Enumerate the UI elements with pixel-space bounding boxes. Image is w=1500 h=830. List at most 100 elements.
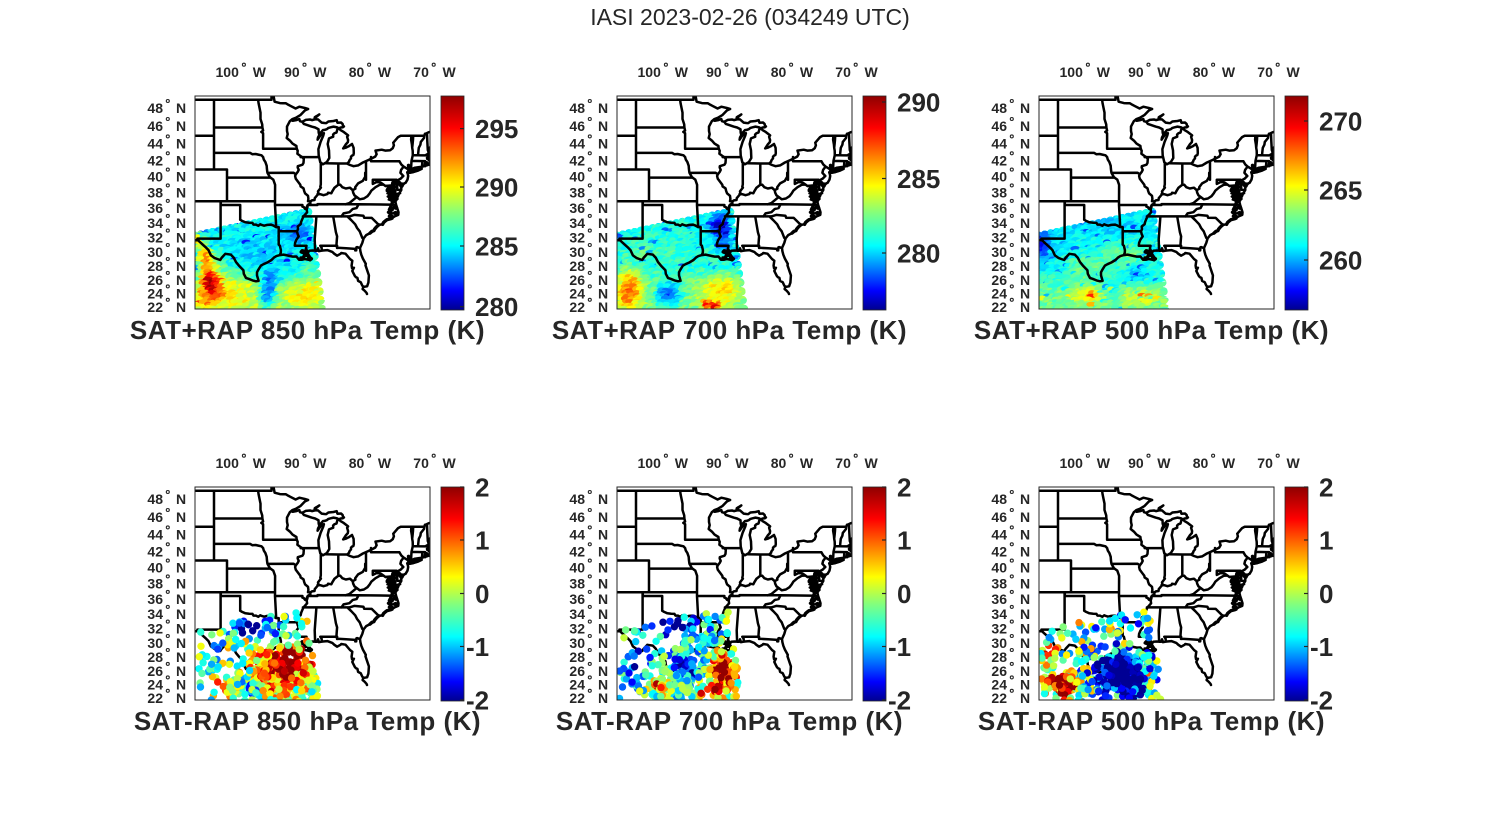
svg-text:46: 46 [991, 118, 1007, 134]
svg-text:260: 260 [1319, 246, 1362, 276]
svg-text:N: N [598, 100, 608, 116]
svg-text:N: N [598, 118, 608, 134]
svg-text:W: W [675, 64, 689, 80]
svg-text:48: 48 [569, 100, 585, 116]
svg-text:N: N [598, 200, 608, 216]
svg-text:38: 38 [569, 184, 585, 200]
svg-text:48: 48 [147, 100, 163, 116]
svg-text:34: 34 [569, 215, 585, 231]
svg-text:40: 40 [569, 169, 585, 185]
svg-text:N: N [1020, 135, 1030, 151]
svg-text:270: 270 [1319, 107, 1362, 137]
svg-text:34: 34 [991, 215, 1007, 231]
svg-text:80: 80 [1193, 64, 1209, 80]
svg-text:SAT+RAP 850 hPa Temp (K): SAT+RAP 850 hPa Temp (K) [130, 315, 485, 345]
svg-text:N: N [1020, 215, 1030, 231]
svg-text:N: N [598, 169, 608, 185]
svg-text:46: 46 [147, 509, 163, 525]
svg-text:N: N [176, 560, 186, 576]
svg-text:290: 290 [897, 88, 940, 118]
svg-text:48: 48 [147, 491, 163, 507]
svg-text:N: N [1020, 100, 1030, 116]
svg-text:22: 22 [569, 299, 585, 315]
svg-text:N: N [176, 152, 186, 168]
svg-text:100: 100 [216, 64, 240, 80]
svg-text:90: 90 [1128, 64, 1144, 80]
svg-text:42: 42 [147, 152, 163, 168]
svg-text:N: N [1020, 169, 1030, 185]
svg-text:N: N [598, 135, 608, 151]
svg-text:N: N [176, 591, 186, 607]
svg-text:N: N [598, 152, 608, 168]
svg-text:34: 34 [147, 606, 163, 622]
svg-text:N: N [1020, 184, 1030, 200]
svg-text:46: 46 [569, 118, 585, 134]
svg-text:W: W [253, 64, 267, 80]
svg-text:80: 80 [349, 455, 365, 471]
svg-text:1: 1 [475, 526, 489, 556]
svg-text:70: 70 [1257, 64, 1273, 80]
svg-text:W: W [1222, 64, 1236, 80]
svg-text:-1: -1 [466, 632, 489, 662]
svg-text:44: 44 [147, 526, 163, 542]
svg-text:N: N [598, 215, 608, 231]
svg-text:42: 42 [569, 152, 585, 168]
svg-text:22: 22 [147, 690, 163, 706]
svg-text:36: 36 [991, 200, 1007, 216]
svg-text:SAT+RAP 700 hPa Temp (K): SAT+RAP 700 hPa Temp (K) [552, 315, 907, 345]
svg-text:N: N [176, 690, 186, 706]
svg-text:22: 22 [147, 299, 163, 315]
svg-text:N: N [176, 169, 186, 185]
svg-text:N: N [598, 299, 608, 315]
svg-text:W: W [378, 64, 392, 80]
svg-text:2: 2 [475, 473, 489, 503]
svg-text:W: W [865, 64, 879, 80]
svg-text:38: 38 [147, 184, 163, 200]
svg-text:90: 90 [284, 64, 300, 80]
svg-text:W: W [443, 64, 457, 80]
svg-text:100: 100 [216, 455, 240, 471]
svg-text:280: 280 [897, 239, 940, 269]
svg-text:36: 36 [147, 591, 163, 607]
svg-text:N: N [176, 526, 186, 542]
svg-text:48: 48 [991, 100, 1007, 116]
svg-text:N: N [176, 606, 186, 622]
svg-text:0: 0 [475, 579, 489, 609]
svg-text:W: W [313, 64, 327, 80]
svg-text:38: 38 [147, 575, 163, 591]
svg-text:N: N [176, 543, 186, 559]
svg-text:295: 295 [475, 114, 518, 144]
svg-text:W: W [1157, 64, 1171, 80]
svg-text:42: 42 [991, 152, 1007, 168]
svg-text:W: W [313, 455, 327, 471]
svg-text:N: N [1020, 118, 1030, 134]
svg-text:SAT+RAP 500 hPa Temp (K): SAT+RAP 500 hPa Temp (K) [974, 315, 1329, 345]
svg-text:N: N [1020, 299, 1030, 315]
svg-text:90: 90 [284, 455, 300, 471]
svg-text:SAT-RAP 850 hPa Temp (K): SAT-RAP 850 hPa Temp (K) [134, 706, 481, 736]
svg-text:N: N [176, 509, 186, 525]
svg-text:70: 70 [413, 455, 429, 471]
svg-text:90: 90 [706, 64, 722, 80]
svg-text:34: 34 [147, 215, 163, 231]
svg-text:36: 36 [569, 200, 585, 216]
svg-text:W: W [1287, 64, 1301, 80]
svg-text:W: W [1097, 64, 1111, 80]
svg-text:N: N [176, 215, 186, 231]
svg-text:46: 46 [147, 118, 163, 134]
svg-text:N: N [176, 575, 186, 591]
svg-text:N: N [598, 184, 608, 200]
svg-text:80: 80 [349, 64, 365, 80]
svg-text:N: N [176, 100, 186, 116]
svg-text:100: 100 [1060, 64, 1084, 80]
svg-text:W: W [443, 455, 457, 471]
svg-text:36: 36 [147, 200, 163, 216]
svg-text:40: 40 [991, 169, 1007, 185]
svg-text:W: W [800, 64, 814, 80]
svg-text:80: 80 [771, 64, 787, 80]
svg-text:38: 38 [991, 184, 1007, 200]
svg-text:285: 285 [475, 232, 518, 262]
svg-text:40: 40 [147, 560, 163, 576]
svg-text:44: 44 [991, 135, 1007, 151]
svg-text:N: N [176, 200, 186, 216]
